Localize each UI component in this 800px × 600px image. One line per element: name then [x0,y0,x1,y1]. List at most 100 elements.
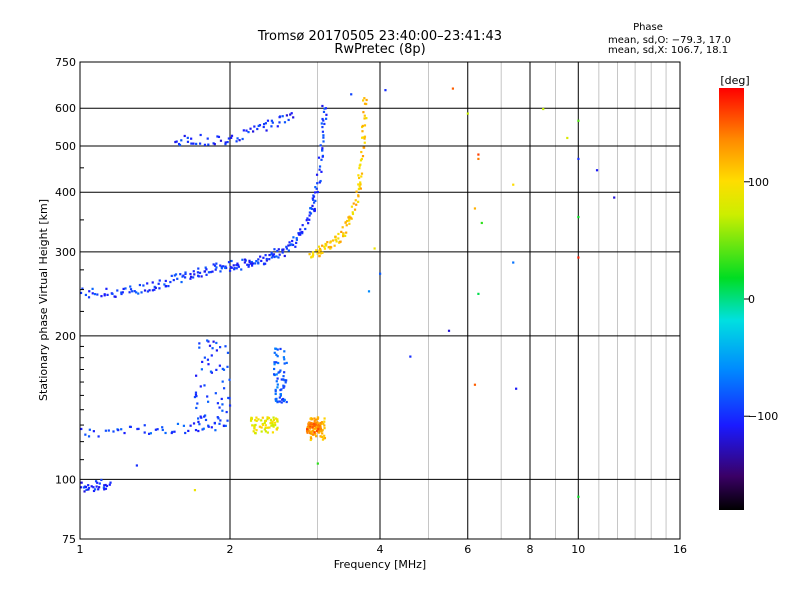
feature-point [218,406,221,409]
trace-point [195,142,198,145]
trace-point [292,236,295,239]
scatter-point [409,355,412,358]
trace-point [198,271,202,274]
feature-point [264,419,267,423]
trace-point [340,230,343,233]
trace-point [229,265,232,269]
feature-point [278,400,281,403]
feature-point [276,426,279,429]
trace-point [323,245,326,248]
trace-point [84,293,88,297]
trace-point [179,273,182,276]
feature-point [218,364,221,367]
trace-point [321,130,325,133]
trace-point [276,125,279,128]
trace-point [348,222,351,225]
trace-point [360,136,364,139]
trace-point [305,219,308,222]
trace-point [207,143,210,146]
colorbar-ticks: 100 0 −100 [744,176,778,423]
trace-point [351,211,354,214]
trace-point [206,137,209,140]
feature-point [285,361,288,365]
y-tick-label: 100 [55,473,76,486]
trace-point [281,115,284,118]
trace-point [313,209,317,212]
trace-point [362,99,365,102]
trace-point [105,484,109,488]
trace-point [362,136,365,139]
feature-point [274,392,277,396]
trace-point [156,428,159,431]
trace-point [312,251,315,254]
trace-point [92,486,95,489]
feature-point [266,426,269,429]
feature-point [274,347,278,350]
scatter-point [542,107,545,111]
feature-point [269,422,272,425]
trace-point [213,142,216,146]
trace-point [219,419,222,422]
trace-point [218,422,221,425]
trace-point [170,274,173,277]
trace-point [189,424,192,427]
feature-point [203,384,206,387]
trace-point [262,122,266,126]
trace-point [295,237,298,240]
trace-point [123,431,126,435]
trace-point [283,121,287,124]
trace-point [138,283,141,287]
trace-point [316,252,319,255]
trace-point [270,119,273,122]
feature-point [216,416,219,419]
scatter-point [350,93,353,96]
feature-point [281,398,284,401]
scatter-point [512,261,515,264]
trace-point [142,284,145,287]
feature-point [317,425,320,428]
trace-point [262,256,265,259]
colorbar-unit: [deg] [720,74,749,87]
trace-point [270,125,273,128]
trace-point [103,488,106,491]
feature-point [266,418,269,421]
feature-point [320,421,324,424]
trace-point [200,275,203,278]
scatter-point [379,272,382,275]
feature-point [225,410,228,414]
x-axis-ticks: 1 2 4 6 8 10 16 [77,543,688,556]
trace-point [202,427,205,430]
trace-point [319,252,322,255]
trace-point [106,293,109,297]
trace-point [136,427,139,431]
trace-point [83,490,86,493]
trace-point [96,481,99,484]
feature-point [195,406,198,410]
trace-point [365,102,368,106]
trace-point [227,261,231,264]
trace-point [272,253,276,256]
trace-point [334,235,337,238]
feature-point [309,427,312,430]
feature-point [208,344,212,347]
feature-point [251,424,254,427]
trace-point [88,428,91,431]
trace-point [265,257,268,261]
feature-point [276,377,279,380]
trace-point [295,241,298,244]
trace-point [357,200,360,203]
feature-point [217,417,220,420]
trace-point [230,259,233,263]
feature-point [204,418,208,422]
trace-point [262,125,265,129]
trace-point [257,124,260,128]
trace-point [105,287,108,290]
trace-point [312,201,316,204]
feature-point [207,340,210,343]
feature-point [315,429,319,433]
trace-point [108,483,111,486]
trace-point [344,221,347,224]
feature-point [274,423,277,427]
feature-point [285,400,288,404]
trace-point [158,287,161,290]
